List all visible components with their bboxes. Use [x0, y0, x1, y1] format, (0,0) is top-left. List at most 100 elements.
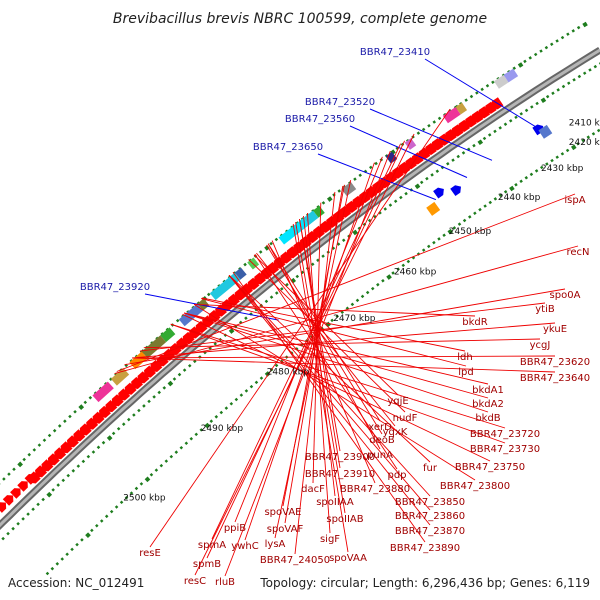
coordinate-tick: [535, 101, 539, 106]
coordinate-tick: [487, 133, 492, 137]
coordinate-tick: [572, 78, 576, 82]
map-title: Brevibacillus brevis NBRC 100599, comple…: [113, 11, 487, 27]
gene-block: [313, 205, 325, 218]
gene-label: lpd: [458, 367, 473, 378]
coordinate-tick: [560, 152, 565, 156]
coordinate-tick: [550, 42, 554, 47]
gene-arrow: [137, 371, 150, 384]
coordinate-tick: [468, 215, 472, 219]
coordinate-tick: [528, 56, 532, 60]
coordinate-tick: [187, 363, 192, 368]
coordinate-tick: [7, 472, 11, 476]
gene-arrow: [47, 453, 60, 466]
coordinate-tick: [493, 197, 498, 201]
coordinate-tick: [571, 29, 575, 33]
coordinate-tick: [517, 62, 524, 68]
coordinate-tick: [533, 52, 538, 57]
coordinate-tick: [124, 495, 129, 500]
gene-label: BBR47_23620: [520, 357, 590, 368]
label-leader-lines: [114, 58, 579, 577]
gene-label: resE: [139, 548, 161, 559]
coordinate-tick: [477, 139, 484, 146]
coordinate-tick: [132, 413, 136, 417]
coordinate-tick: [41, 497, 45, 502]
coordinate-tick: [264, 299, 269, 304]
gene-arrow: [345, 200, 358, 213]
coordinate-tick: [45, 571, 50, 576]
coordinate-tick: [326, 196, 333, 202]
coordinate-tick: [78, 404, 85, 410]
gene-arrow: [92, 411, 105, 424]
coordinate-tick: [134, 486, 139, 491]
gene-label: spoVAA: [329, 553, 367, 564]
coordinate-tick: [493, 129, 497, 134]
gene-arrow: [444, 128, 457, 142]
coordinate-tick: [86, 454, 91, 459]
coordinate-tick: [462, 218, 467, 223]
coordinate-tick: [446, 162, 450, 166]
gene-arrow: [124, 382, 137, 395]
gene-label: resC: [184, 576, 206, 587]
coordinate-tick: [421, 248, 426, 252]
gene-label: nudF: [393, 413, 418, 424]
coordinate-tick: [332, 193, 336, 197]
coordinate-tick: [582, 71, 587, 75]
coordinate-tick: [503, 122, 508, 127]
leader-line: [292, 223, 349, 553]
gene-block: [442, 107, 461, 124]
leader-line: [295, 222, 346, 514]
coordinate-tick: [31, 507, 35, 511]
gene-arrow: [431, 138, 444, 151]
coordinate-tick: [164, 459, 169, 463]
gene-arrow: [182, 331, 195, 344]
coordinate-tick: [73, 410, 77, 414]
gene-label: BBR47_23870: [395, 526, 465, 537]
gene-arrow: [195, 320, 208, 333]
coordinate-tick: [352, 229, 358, 236]
coordinate-tick: [17, 461, 23, 468]
coordinate-tick: [452, 226, 457, 230]
gene-block: [234, 267, 247, 280]
coordinate-tick: [530, 105, 534, 109]
leader-line: [182, 313, 491, 462]
gene-label: BBR47_23650: [253, 142, 323, 153]
gene-arrow: [280, 251, 293, 264]
coordinate-tick: [206, 292, 211, 297]
coordinate-tick: [159, 463, 164, 468]
coordinate-tick: [106, 435, 113, 441]
coordinate-tick: [534, 169, 539, 173]
leader-line: [211, 143, 402, 540]
coordinate-tick: [529, 172, 534, 177]
coordinate-tick: [421, 127, 426, 132]
coordinate-tick: [482, 136, 487, 141]
coordinate-tick: [121, 422, 126, 426]
coordinate-tick: [80, 538, 84, 542]
leader-line: [369, 108, 493, 161]
coordinate-tick: [290, 277, 297, 284]
coordinate-tick: [514, 115, 518, 120]
coordinate-tick: [129, 491, 134, 495]
coordinate-tick: [12, 467, 16, 472]
gene-label: rluB: [215, 577, 235, 588]
coordinate-tick: [147, 399, 151, 404]
gene-label: BBR47_23880: [340, 484, 410, 495]
coordinate-tick: [509, 185, 515, 192]
gene-block: [455, 102, 468, 115]
coordinate-tick: [239, 393, 244, 397]
coordinate-tick: [57, 424, 62, 428]
kbp-tick-label: 2450 kbp: [449, 227, 492, 237]
gene-label: ywhC: [231, 541, 258, 552]
coordinate-tick: [524, 108, 529, 113]
leader-line: [139, 302, 546, 352]
coordinate-tick: [406, 259, 411, 264]
coordinate-tick: [214, 415, 219, 419]
coordinate-tick: [1, 536, 5, 541]
gene-label: ppiB: [224, 523, 246, 534]
coordinate-tick: [243, 262, 247, 267]
gene-label: BBR47_24050: [260, 555, 330, 566]
coordinate-tick: [91, 450, 96, 454]
gene-arrow: [118, 388, 131, 401]
coordinate-tick: [96, 445, 101, 450]
coordinate-tick: [519, 179, 523, 184]
